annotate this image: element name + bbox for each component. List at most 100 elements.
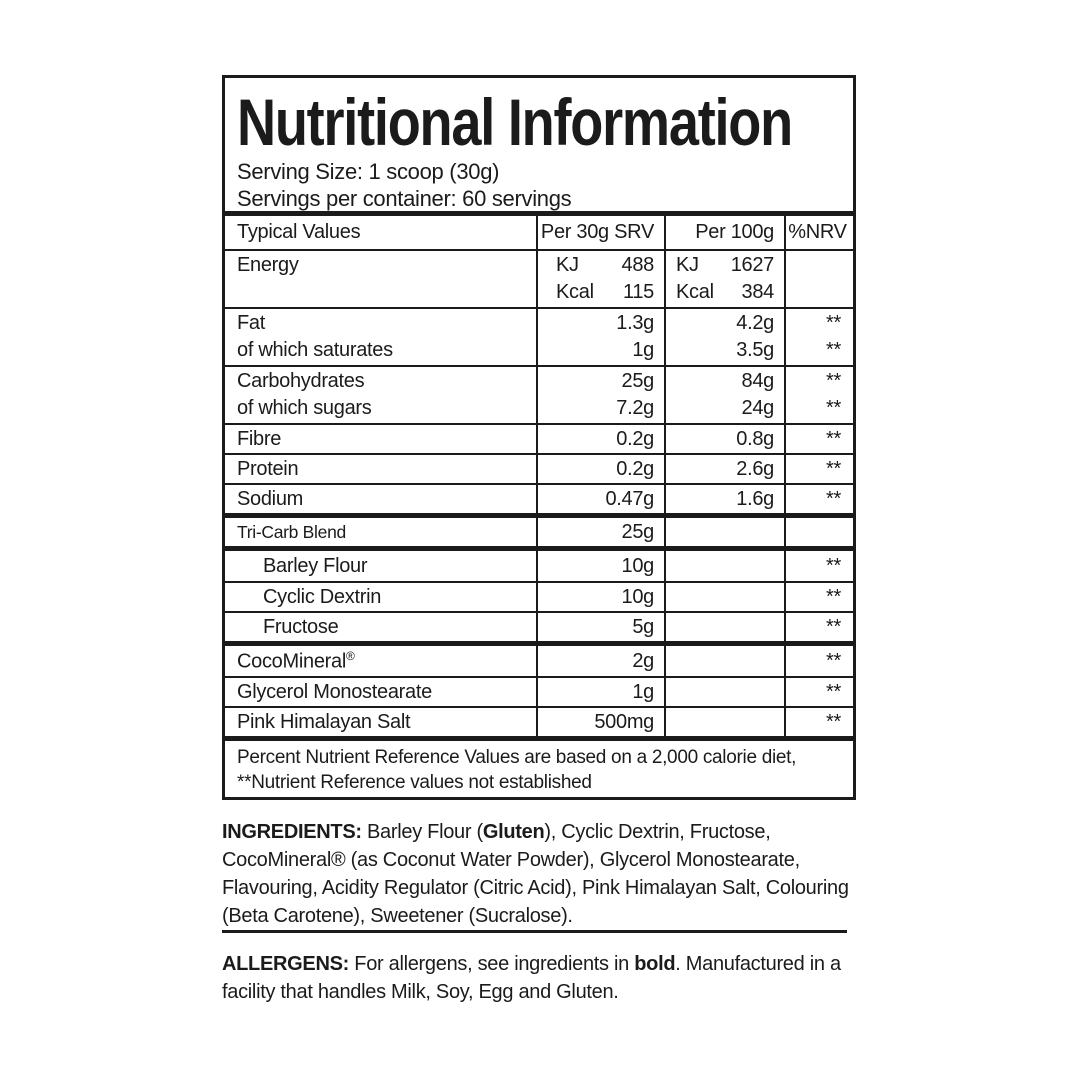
row-label: Protein bbox=[225, 455, 538, 483]
kj-unit: KJ bbox=[676, 254, 699, 276]
column-header-typical-values: Typical Values bbox=[225, 216, 538, 249]
row-value-srv: 25g bbox=[621, 370, 655, 392]
row-value-100g: 0.8g bbox=[666, 425, 786, 453]
ingredients-text: ), Cyclic Dextrin, Fructose, CocoMineral… bbox=[222, 821, 849, 927]
servings-per-container-text: Servings per container: 60 servings bbox=[237, 186, 572, 211]
kcal-unit: Kcal bbox=[676, 281, 714, 303]
thick-divider bbox=[225, 736, 853, 741]
label-header: Nutritional Information Serving Size: 1 … bbox=[225, 78, 853, 211]
allergens-text: . Manufactured in a facility that handle… bbox=[222, 953, 841, 1003]
row-value-nrv bbox=[786, 518, 853, 546]
thick-divider bbox=[225, 211, 853, 216]
row-label: Energy bbox=[225, 251, 538, 307]
table-row-sodium: Sodium 0.47g 1.6g ** bbox=[225, 483, 853, 513]
row-value-srv: 1g bbox=[632, 339, 654, 361]
ingredients-heading: INGREDIENTS: bbox=[222, 821, 362, 843]
table-row-carbohydrates: Carbohydrates of which sugars 25g 7.2g 8… bbox=[225, 365, 853, 423]
row-label: Barley Flour bbox=[225, 551, 538, 581]
kj-srv-value: 488 bbox=[621, 254, 655, 276]
row-value-srv: 1.3g bbox=[616, 312, 654, 334]
table-row-pink-himalayan-salt: Pink Himalayan Salt 500mg ** bbox=[225, 706, 853, 736]
row-label: of which sugars bbox=[237, 397, 372, 419]
ingredients-bold-allergen: Gluten bbox=[482, 821, 545, 843]
thick-divider bbox=[225, 546, 853, 551]
row-value-nrv: ** bbox=[826, 427, 841, 450]
row-value-100g: 4.2g bbox=[736, 312, 774, 334]
row-value-100g bbox=[666, 613, 786, 641]
row-label: of which saturates bbox=[237, 339, 393, 361]
page-title: Nutritional Information bbox=[237, 85, 793, 159]
row-value-100g: 3.5g bbox=[736, 339, 774, 361]
energy-nrv-cell bbox=[786, 251, 853, 307]
row-value-nrv: ** bbox=[826, 397, 841, 419]
column-header-nrv: %NRV bbox=[788, 221, 847, 243]
nutrition-label: Nutritional Information Serving Size: 1 … bbox=[222, 75, 856, 800]
column-header-per-30g-srv: Per 30g SRV bbox=[538, 216, 666, 249]
table-row-fructose: Fructose 5g ** bbox=[225, 611, 853, 641]
thick-divider bbox=[225, 513, 853, 518]
row-label: Tri-Carb Blend bbox=[225, 518, 538, 546]
row-value-srv: 500mg bbox=[538, 708, 666, 736]
row-label: CocoMineral® bbox=[237, 648, 355, 673]
table-row-tricarb-blend: Tri-Carb Blend 25g bbox=[225, 518, 853, 546]
row-value-nrv: ** bbox=[826, 710, 841, 733]
table-row-barley-flour: Barley Flour 10g ** bbox=[225, 551, 853, 581]
row-value-nrv: ** bbox=[826, 370, 841, 392]
kcal-unit: Kcal bbox=[556, 281, 594, 303]
row-value-nrv: ** bbox=[826, 585, 841, 608]
ingredients-paragraph: INGREDIENTS: Barley Flour (Gluten), Cycl… bbox=[222, 818, 864, 930]
row-value-100g bbox=[666, 646, 786, 676]
row-label: Fibre bbox=[225, 425, 538, 453]
allergens-bold-word: bold bbox=[634, 953, 676, 975]
allergens-text: For allergens, see ingredients in bbox=[349, 953, 635, 975]
row-value-100g bbox=[666, 678, 786, 706]
kcal-100g-value: 384 bbox=[741, 281, 775, 303]
kj-100g-value: 1627 bbox=[730, 254, 775, 276]
allergens-heading: ALLERGENS: bbox=[222, 953, 350, 975]
allergens-divider bbox=[222, 930, 847, 933]
row-value-100g bbox=[666, 708, 786, 736]
row-value-100g bbox=[666, 551, 786, 581]
row-value-srv: 7.2g bbox=[616, 397, 654, 419]
row-value-nrv: ** bbox=[826, 680, 841, 703]
table-row-protein: Protein 0.2g 2.6g ** bbox=[225, 453, 853, 483]
row-value-nrv: ** bbox=[826, 615, 841, 638]
footnote: Percent Nutrient Reference Values are ba… bbox=[225, 741, 853, 797]
row-value-100g bbox=[666, 583, 786, 611]
row-value-nrv: ** bbox=[826, 649, 841, 672]
row-label: Cyclic Dextrin bbox=[225, 583, 538, 611]
row-value-srv: 10g bbox=[538, 583, 666, 611]
row-value-srv: 10g bbox=[538, 551, 666, 581]
kj-unit: KJ bbox=[556, 254, 579, 276]
table-row-energy: Energy KJ 488 Kcal 115 KJ 1627 Kcal 384 bbox=[225, 249, 853, 307]
row-value-100g: 1.6g bbox=[666, 485, 786, 513]
row-value-nrv: ** bbox=[826, 554, 841, 577]
footnote-line-2: **Nutrient Reference values not establis… bbox=[237, 772, 592, 793]
column-header-per-100g: Per 100g bbox=[666, 216, 786, 249]
row-label: Pink Himalayan Salt bbox=[225, 708, 538, 736]
table-row-cocomineral: CocoMineral® 2g ** bbox=[225, 646, 853, 676]
row-value-nrv: ** bbox=[826, 312, 841, 334]
row-label: Fructose bbox=[225, 613, 538, 641]
row-value-srv: 0.2g bbox=[538, 455, 666, 483]
kcal-srv-value: 115 bbox=[623, 281, 654, 303]
table-header-row: Typical Values Per 30g SRV Per 100g %NRV bbox=[225, 216, 853, 249]
row-label: Glycerol Monostearate bbox=[225, 678, 538, 706]
row-label: Sodium bbox=[225, 485, 538, 513]
row-value-srv: 25g bbox=[538, 518, 666, 546]
row-value-100g: 84g bbox=[741, 370, 775, 392]
row-value-nrv: ** bbox=[826, 487, 841, 510]
row-label: Fat bbox=[237, 312, 265, 334]
table-row-fibre: Fibre 0.2g 0.8g ** bbox=[225, 423, 853, 453]
row-value-100g bbox=[666, 518, 786, 546]
ingredients-text: Barley Flour ( bbox=[361, 821, 483, 843]
table-row-fat: Fat of which saturates 1.3g 1g 4.2g 3.5g… bbox=[225, 307, 853, 365]
row-value-srv: 5g bbox=[538, 613, 666, 641]
row-value-100g: 24g bbox=[741, 397, 775, 419]
registered-trademark-symbol: ® bbox=[345, 648, 355, 663]
energy-100g-cell: KJ 1627 Kcal 384 bbox=[666, 251, 786, 307]
row-value-srv: 0.47g bbox=[538, 485, 666, 513]
row-value-nrv: ** bbox=[826, 457, 841, 480]
row-value-srv: 0.2g bbox=[538, 425, 666, 453]
row-value-srv: 2g bbox=[538, 646, 666, 676]
